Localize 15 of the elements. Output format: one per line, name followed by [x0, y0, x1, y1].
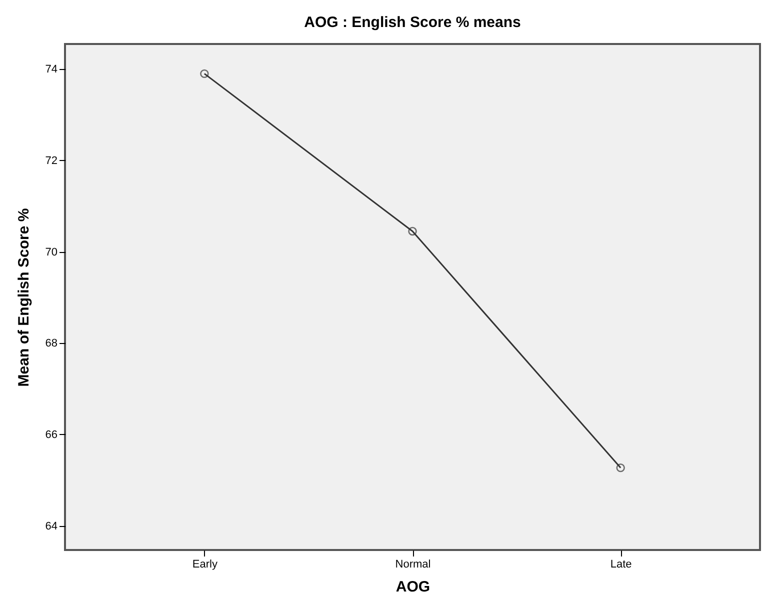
y-tick-label: 72 [45, 154, 58, 167]
y-tick-label: 70 [45, 246, 58, 258]
x-tick-label: Early [192, 558, 218, 570]
x-tick-label: Late [610, 558, 632, 570]
y-tick-label: 74 [45, 64, 58, 76]
y-axis-title: Mean of English Score % [15, 208, 32, 387]
x-axis-title: AOG [396, 578, 430, 596]
point [200, 69, 209, 78]
chart-title: AOG : English Score % means [304, 14, 521, 31]
y-tick-label: 68 [45, 338, 58, 350]
x-tick-label: Normal [395, 558, 431, 570]
y-tick-label: 64 [45, 520, 58, 532]
point [408, 226, 417, 236]
point [616, 463, 625, 472]
y-tick-label: 66 [45, 428, 58, 441]
